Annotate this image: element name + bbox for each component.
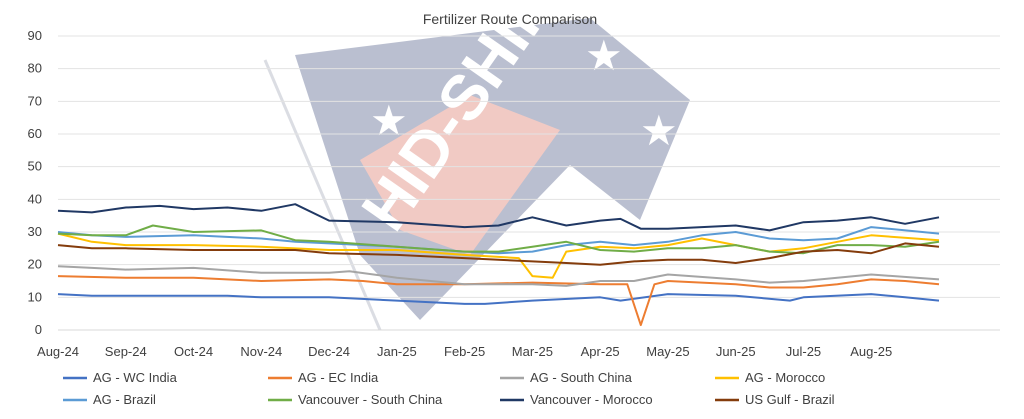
- legend: AG - WC India AG - EC India AG - South Chi…: [63, 370, 835, 407]
- x-tick-label: Nov-24: [240, 344, 282, 359]
- legend-label: AG - EC India: [298, 370, 379, 385]
- watermark-mast: [263, 59, 382, 331]
- series-line-7: [57, 203, 940, 232]
- x-tick-label: Dec-24: [308, 344, 350, 359]
- y-tick-label: 50: [28, 159, 42, 174]
- series-line-4: [57, 232, 940, 279]
- legend-item: AG - Morocco: [715, 370, 825, 385]
- watermark-logo: HID-SHIP ★ ★ ★ ★: [263, 0, 690, 331]
- x-tick-label: Jul-25: [786, 344, 821, 359]
- legend-item: AG - EC India: [268, 370, 379, 385]
- legend-label: AG - WC India: [93, 370, 178, 385]
- star-icon: ★: [585, 31, 623, 80]
- y-tick-label: 0: [35, 322, 42, 337]
- y-tick-label: 70: [28, 93, 42, 108]
- series-lines: [57, 203, 940, 327]
- legend-label: Vancouver - South China: [298, 392, 443, 407]
- chart-title: Fertilizer Route Comparison: [423, 11, 597, 27]
- star-icon: ★: [560, 171, 598, 220]
- y-tick-label: 10: [28, 289, 42, 304]
- legend-label: US Gulf - Brazil: [745, 392, 835, 407]
- x-tick-label: Jan-25: [377, 344, 417, 359]
- x-tick-label: Apr-25: [581, 344, 620, 359]
- series-line-3: [57, 265, 940, 287]
- legend-item: AG - WC India: [63, 370, 178, 385]
- x-tick-label: Oct-24: [174, 344, 213, 359]
- series-line-1: [57, 293, 940, 305]
- legend-label: AG - South China: [530, 370, 633, 385]
- x-axis: Aug-24 Sep-24 Oct-24 Nov-24 Dec-24 Jan-25 Feb-…: [37, 344, 892, 359]
- y-axis: 0 10 20 30 40 50 60 70 80 90: [28, 28, 42, 337]
- y-tick-label: 30: [28, 224, 42, 239]
- x-tick-label: Feb-25: [444, 344, 485, 359]
- y-tick-label: 80: [28, 61, 42, 76]
- series-line-5: [57, 226, 940, 255]
- legend-item: US Gulf - Brazil: [715, 392, 835, 407]
- legend-label: AG - Morocco: [745, 370, 825, 385]
- x-tick-label: Aug-24: [37, 344, 79, 359]
- x-tick-label: Aug-25: [850, 344, 892, 359]
- x-tick-label: Mar-25: [512, 344, 553, 359]
- y-tick-label: 20: [28, 257, 42, 272]
- y-tick-label: 90: [28, 28, 42, 43]
- x-tick-label: Sep-24: [105, 344, 147, 359]
- legend-item: Vancouver - South China: [268, 392, 443, 407]
- y-tick-label: 60: [28, 126, 42, 141]
- legend-item: AG - South China: [500, 370, 633, 385]
- y-tick-label: 40: [28, 191, 42, 206]
- watermark-stripe: [360, 95, 560, 255]
- series-line-8: [57, 242, 940, 266]
- series-line-2: [57, 275, 940, 327]
- legend-label: Vancouver - Morocco: [530, 392, 653, 407]
- legend-item: Vancouver - Morocco: [500, 392, 653, 407]
- legend-item: AG - Brazil: [63, 392, 156, 407]
- watermark-flag: [295, 18, 690, 320]
- x-tick-label: Jun-25: [716, 344, 756, 359]
- star-icon: ★: [640, 106, 678, 155]
- legend-label: AG - Brazil: [93, 392, 156, 407]
- star-icon: ★: [370, 96, 408, 145]
- x-tick-label: May-25: [646, 344, 689, 359]
